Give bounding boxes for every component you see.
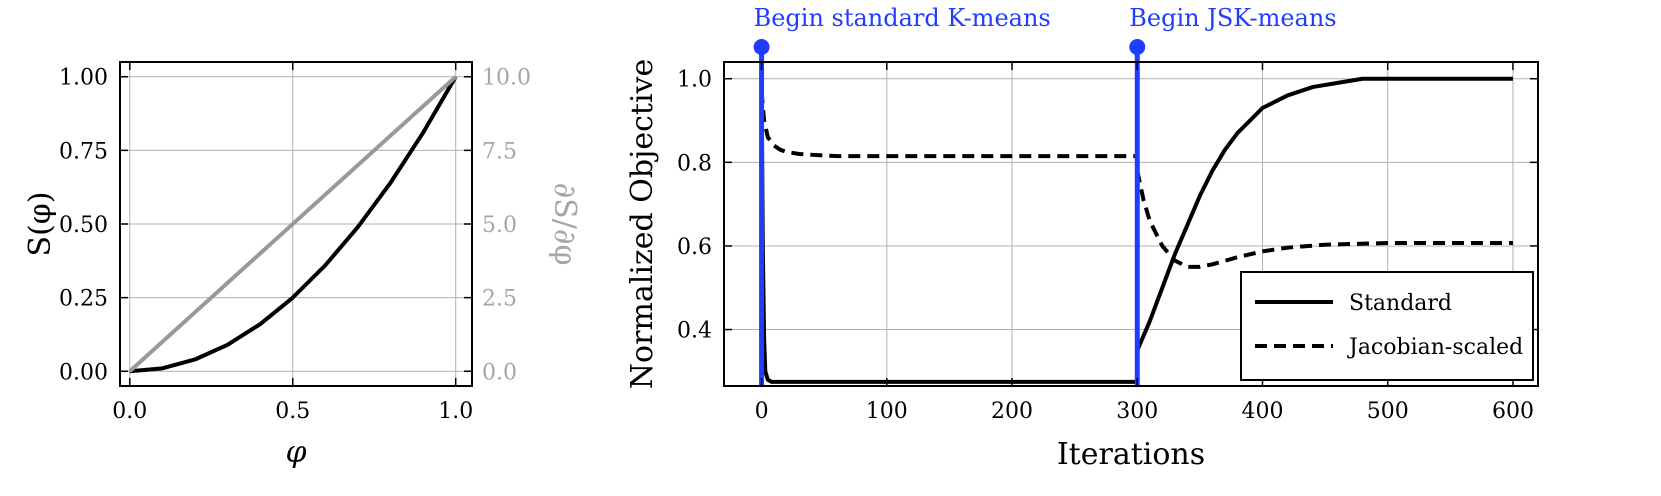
series-group	[128, 75, 458, 374]
x-tick-label: 0.0	[112, 399, 147, 424]
y2-tick-label: 0.0	[482, 360, 517, 385]
x-tick-label: 400	[1241, 399, 1283, 424]
marker-dot-1	[1129, 39, 1146, 55]
series-0-segment-0	[759, 78, 1138, 384]
y-axis-label: Normalized Objective	[625, 59, 660, 389]
ticks: 0 100 200 300 400 500 600 0.4 0.6 0.8 1.0	[677, 62, 1538, 424]
x-tick-label: 0	[755, 399, 769, 424]
y2-tick-label: 5.0	[482, 213, 517, 238]
x-tick-label: 600	[1492, 399, 1534, 424]
y-tick-label: 0.00	[59, 360, 108, 385]
x-tick-label: 0.5	[275, 399, 310, 424]
y2-tick-label: 7.5	[482, 139, 517, 164]
y2-tick-label: 10.0	[482, 66, 531, 91]
marker-label-1: Begin JSK-means	[1129, 4, 1336, 32]
markers-group: Begin standard K-means Begin JSK-means	[753, 4, 1337, 386]
y-tick-label: 0.75	[59, 139, 108, 164]
y-tick-label: 0.25	[59, 287, 108, 312]
grid	[120, 62, 472, 386]
chart-shape-function: 0.0 0.5 1.0 0.00 0.25 0.50 0.75 1.00 0.0 2.5 5.0 7.…	[23, 61, 582, 470]
marker-dot-0	[753, 39, 770, 55]
series-1-segment-0	[759, 91, 1138, 159]
y-tick-label: 0.4	[677, 319, 712, 344]
legend-entry-standard: Standard	[1349, 291, 1452, 316]
y-tick-label: 0.8	[677, 151, 712, 176]
x-tick-label: 1.0	[438, 399, 473, 424]
y-tick-label: 0.6	[677, 235, 712, 260]
y-tick-label: 1.0	[677, 68, 712, 93]
series-line-1	[128, 75, 458, 373]
ticks: 0.0 0.5 1.0 0.00 0.25 0.50 0.75 1.00 0.0 2.5 5.0 7.…	[59, 62, 531, 424]
x-axis-label: φ	[285, 435, 306, 470]
legend-box	[1240, 271, 1534, 381]
y-tick-label: 1.00	[59, 66, 108, 91]
y2-tick-label: 2.5	[482, 287, 517, 312]
x-axis-label: Iterations	[1057, 437, 1205, 472]
series-group	[759, 76, 1513, 384]
y-tick-label: 0.50	[59, 213, 108, 238]
series-line-0	[129, 75, 458, 374]
series-0-segment-1	[1135, 76, 1513, 352]
legend-entry-jacobian-scaled: Jacobian-scaled	[1347, 335, 1523, 360]
series-1-segment-1	[1135, 170, 1513, 269]
marker-label-0: Begin standard K-means	[754, 4, 1051, 32]
y2-axis-label: ∂S/∂φ	[547, 183, 582, 266]
y-axis-label: S(φ)	[23, 192, 58, 257]
x-tick-label: 500	[1367, 399, 1409, 424]
x-tick-label: 100	[866, 399, 908, 424]
plot-frame	[723, 61, 1539, 387]
chart-objective: Begin standard K-means Begin JSK-means 0 1…	[625, 4, 1539, 472]
x-tick-label: 300	[1116, 399, 1158, 424]
legend: Standard Jacobian-scaled	[1240, 271, 1534, 381]
x-tick-label: 200	[991, 399, 1033, 424]
